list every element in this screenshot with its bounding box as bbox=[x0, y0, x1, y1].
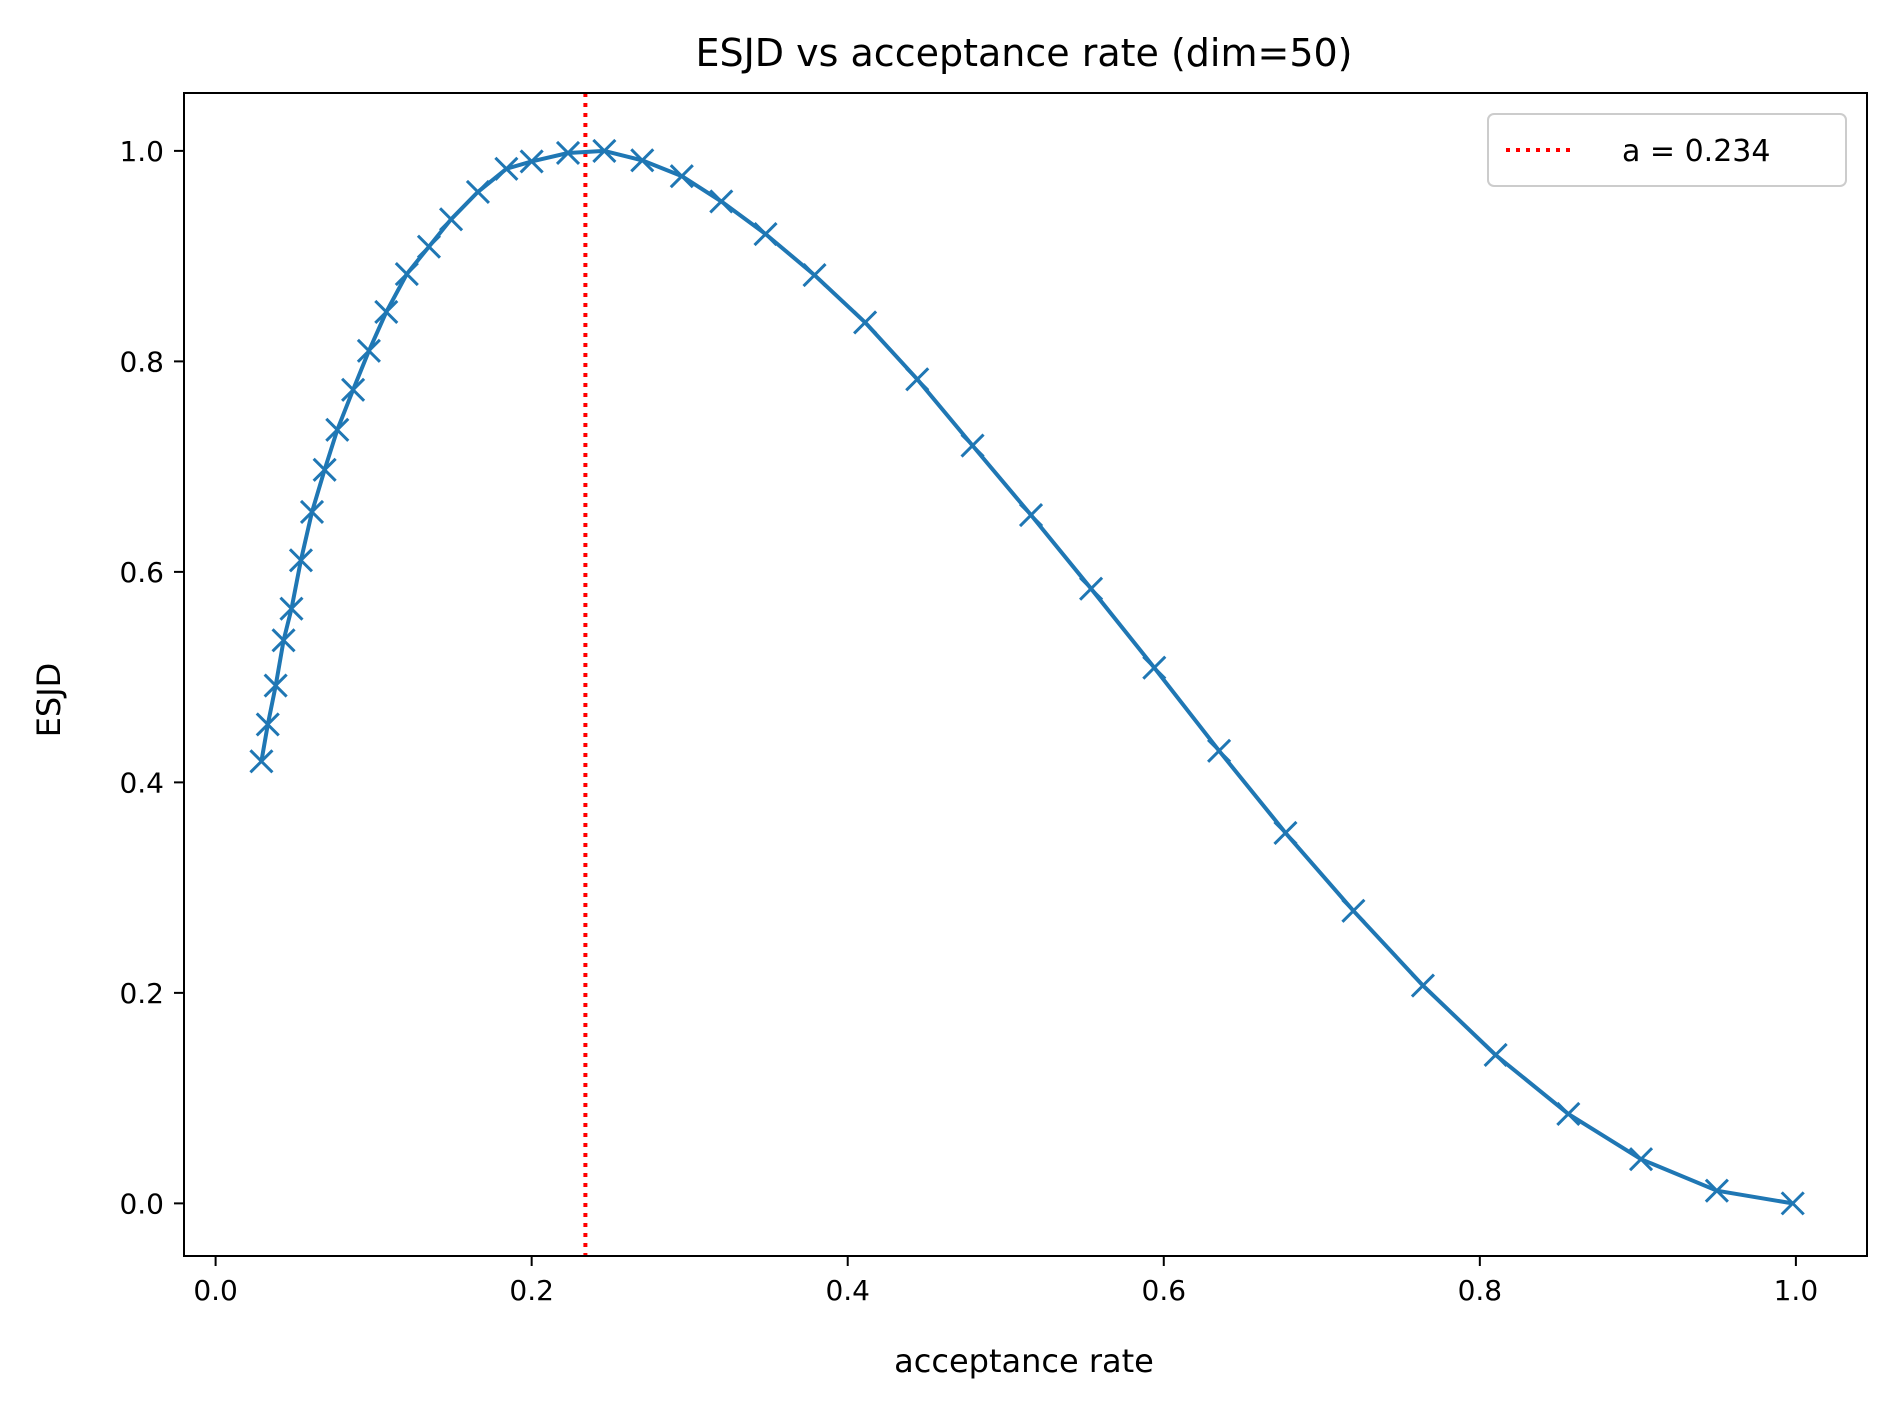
data-point bbox=[374, 299, 399, 324]
y-tick-label: 0.8 bbox=[119, 345, 164, 378]
data-point bbox=[263, 673, 288, 698]
data-point bbox=[802, 263, 827, 288]
data-point bbox=[312, 457, 337, 482]
data-point bbox=[1341, 898, 1366, 923]
data-point bbox=[1556, 1101, 1581, 1126]
data-point bbox=[1207, 738, 1232, 763]
data-point bbox=[1483, 1042, 1508, 1068]
data-point bbox=[325, 417, 350, 442]
x-axis-label: acceptance rate bbox=[894, 1342, 1154, 1380]
axis-ticks: 0.0 0.2 0.4 0.6 0.8 1.0 0.0 0.2 0.4 0.6 0.8 1.0 bbox=[119, 92, 1868, 1307]
data-point bbox=[1410, 973, 1436, 998]
data-point bbox=[555, 140, 581, 166]
data-point bbox=[905, 367, 930, 392]
plot-area bbox=[249, 93, 1805, 1256]
data-point bbox=[288, 548, 314, 573]
x-tick-label: 0.2 bbox=[509, 1274, 554, 1307]
x-tick-label: 0.0 bbox=[193, 1274, 238, 1307]
y-tick-label: 0.6 bbox=[119, 556, 164, 589]
data-point bbox=[1628, 1147, 1654, 1172]
data-point bbox=[1018, 502, 1044, 528]
data-point bbox=[271, 628, 296, 653]
y-tick-label: 1.0 bbox=[119, 135, 164, 168]
data-point bbox=[299, 499, 325, 524]
axes-frame bbox=[183, 92, 1868, 1257]
data-point bbox=[1780, 1191, 1805, 1216]
y-tick-label: 0.4 bbox=[119, 766, 164, 799]
data-point bbox=[255, 712, 280, 737]
data-point bbox=[439, 207, 464, 232]
data-point bbox=[1704, 1178, 1729, 1203]
data-point bbox=[960, 433, 985, 458]
data-point bbox=[853, 310, 878, 335]
x-tick-label: 0.8 bbox=[1458, 1274, 1503, 1307]
data-point bbox=[494, 156, 519, 181]
data-point bbox=[1142, 655, 1167, 680]
x-tick-label: 1.0 bbox=[1774, 1274, 1819, 1307]
data-point bbox=[1079, 576, 1104, 601]
y-axis-label: ESJD bbox=[30, 663, 68, 738]
data-point bbox=[753, 221, 778, 247]
y-tick-label: 0.0 bbox=[119, 1187, 164, 1220]
data-point bbox=[249, 749, 274, 774]
data-point bbox=[416, 234, 442, 259]
legend-label: a = 0.234 bbox=[1622, 134, 1770, 169]
data-point bbox=[1273, 820, 1298, 845]
x-tick-label: 0.6 bbox=[1142, 1274, 1187, 1307]
series-line bbox=[259, 148, 1795, 1206]
y-tick-label: 0.2 bbox=[119, 977, 164, 1010]
x-tick-label: 0.4 bbox=[825, 1274, 870, 1307]
data-point bbox=[592, 138, 617, 163]
data-point bbox=[279, 596, 304, 621]
data-point bbox=[519, 149, 544, 174]
data-point bbox=[709, 189, 734, 214]
data-point bbox=[669, 164, 694, 189]
data-point bbox=[465, 179, 490, 204]
data-point bbox=[356, 338, 381, 363]
chart-title: ESJD vs acceptance rate (dim=50) bbox=[695, 31, 1352, 75]
data-point bbox=[630, 148, 655, 173]
data-point bbox=[394, 261, 419, 287]
legend: a = 0.234 bbox=[1487, 113, 1847, 187]
data-point bbox=[341, 377, 366, 402]
legend-box bbox=[1487, 113, 1847, 187]
